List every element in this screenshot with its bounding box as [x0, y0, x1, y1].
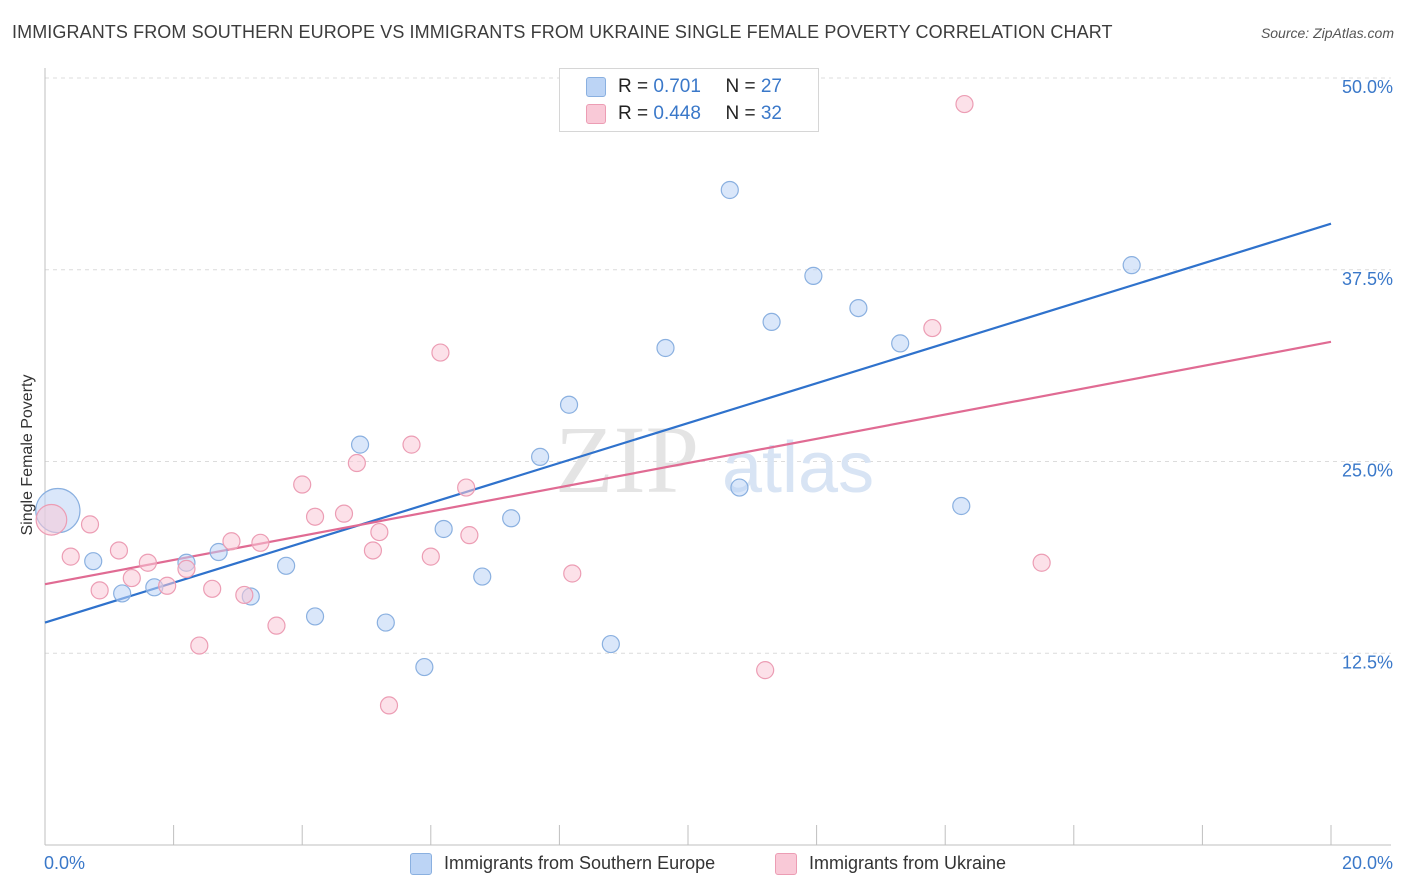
watermark: ZIP atlas	[555, 406, 874, 513]
data-point-southern-europe	[350, 435, 370, 454]
data-point-southern-europe	[849, 299, 868, 318]
series-label: Immigrants from Southern Europe	[444, 853, 716, 873]
data-point-ukraine	[756, 661, 775, 680]
legend-swatch-pink	[586, 104, 606, 124]
data-point-ukraine	[563, 564, 582, 583]
legend-r-label: R =	[618, 103, 654, 124]
legend-n-value: 27	[760, 76, 782, 97]
legend-r-label: R =	[618, 76, 654, 97]
data-point-southern-europe	[434, 519, 453, 539]
series-label: Immigrants from Ukraine	[809, 853, 1007, 873]
y-tick-label: 37.5%	[1342, 269, 1393, 289]
points-layer	[35, 94, 1141, 715]
data-point-ukraine	[177, 559, 196, 578]
data-point-southern-europe	[952, 496, 971, 516]
data-point-southern-europe	[531, 447, 550, 466]
data-point-southern-europe	[277, 556, 296, 575]
data-point-southern-europe	[656, 338, 675, 358]
data-point-southern-europe	[1122, 256, 1141, 275]
data-point-ukraine	[1032, 553, 1051, 572]
legend-swatch-blue	[586, 77, 606, 97]
chart-title: IMMIGRANTS FROM SOUTHERN EUROPE VS IMMIG…	[12, 22, 1113, 42]
data-point-southern-europe	[891, 334, 910, 353]
correlation-legend: R = 0.701 N = 27 R = 0.448 N = 32	[559, 68, 819, 132]
y-tick-label: 50.0%	[1342, 77, 1393, 97]
data-point-ukraine	[457, 478, 476, 497]
data-point-ukraine	[35, 503, 68, 536]
data-point-ukraine	[923, 318, 942, 338]
legend-r-value: 0.701	[653, 76, 701, 97]
x-tick-label: 0.0%	[44, 853, 85, 873]
axes-layer	[44, 68, 1391, 846]
tick-label-layer: 12.5% 25.0% 37.5% 50.0% 0.0% 20.0%	[44, 77, 1393, 873]
data-point-ukraine	[222, 532, 241, 551]
data-point-ukraine	[190, 636, 209, 655]
series-swatch-blue	[410, 853, 432, 875]
legend-n-label: N =	[725, 103, 761, 124]
trendline-ukraine	[44, 340, 1332, 586]
x-tick-label: 20.0%	[1342, 853, 1393, 873]
data-point-southern-europe	[804, 266, 823, 285]
legend-n-value: 32	[760, 103, 782, 124]
data-point-southern-europe	[84, 552, 103, 571]
y-axis-label: Single Female Poverty	[19, 374, 36, 536]
data-point-ukraine	[363, 541, 383, 560]
y-tick-label: 12.5%	[1342, 652, 1393, 672]
trendline-southern-europe	[44, 222, 1332, 624]
data-point-ukraine	[138, 553, 157, 572]
data-point-ukraine	[90, 581, 109, 600]
data-point-ukraine	[109, 541, 129, 560]
data-point-southern-europe	[209, 542, 228, 562]
data-point-southern-europe	[305, 607, 325, 626]
data-point-ukraine	[334, 504, 354, 523]
watermark-atlas: atlas	[722, 428, 874, 508]
source-label: Source: ZipAtlas.com	[1260, 25, 1394, 41]
data-point-southern-europe	[473, 567, 492, 586]
data-point-southern-europe	[730, 478, 749, 497]
legend-n-label: N =	[725, 76, 761, 97]
data-point-southern-europe	[415, 657, 434, 677]
data-point-ukraine	[293, 475, 312, 494]
data-point-ukraine	[251, 533, 270, 552]
data-point-ukraine	[122, 568, 141, 588]
data-point-ukraine	[267, 616, 286, 635]
data-point-ukraine	[158, 576, 177, 595]
data-point-ukraine	[305, 507, 325, 526]
data-point-ukraine	[347, 453, 366, 473]
data-point-southern-europe	[113, 584, 132, 603]
data-point-ukraine	[431, 343, 450, 362]
data-point-ukraine	[203, 579, 222, 598]
trend-layer	[44, 222, 1332, 624]
data-point-ukraine	[402, 435, 421, 454]
legend-r-value: 0.448	[653, 103, 701, 124]
data-point-ukraine	[379, 696, 399, 715]
data-point-southern-europe	[502, 509, 521, 528]
data-point-southern-europe	[762, 312, 781, 332]
data-point-southern-europe	[601, 634, 620, 654]
data-point-southern-europe	[720, 180, 739, 200]
data-point-southern-europe	[376, 613, 395, 632]
data-point-ukraine	[370, 522, 389, 542]
y-tick-label: 25.0%	[1342, 461, 1393, 481]
data-point-ukraine	[421, 547, 440, 566]
data-point-ukraine	[80, 515, 100, 534]
data-point-ukraine	[955, 94, 974, 114]
data-point-ukraine	[460, 526, 479, 545]
watermark-zip: ZIP	[555, 406, 699, 513]
series-swatch-pink	[775, 853, 797, 875]
data-point-southern-europe	[559, 395, 579, 414]
data-point-ukraine	[61, 547, 80, 566]
data-point-ukraine	[235, 585, 254, 605]
grid-layer	[45, 77, 1391, 654]
